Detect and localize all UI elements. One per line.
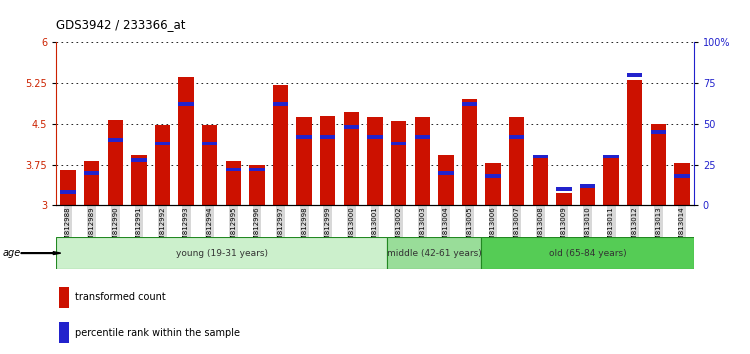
Bar [627,73,643,77]
Bar [651,130,666,134]
Bar [368,135,382,139]
Bar [107,138,123,142]
Bar [391,142,406,145]
Bar [391,121,406,205]
Bar [627,80,643,205]
Bar [296,118,312,205]
Bar [273,102,288,106]
Bar [651,124,666,205]
Bar [107,120,123,205]
Bar [509,118,524,205]
Bar [178,77,194,205]
Bar [226,167,241,171]
Bar [485,163,501,205]
Bar [438,155,454,205]
Bar [249,167,265,171]
Text: transformed count: transformed count [75,292,166,302]
Bar [485,174,501,178]
Bar [604,155,619,158]
Bar [202,125,217,205]
Text: young (19-31 years): young (19-31 years) [176,249,268,258]
Bar [415,135,430,139]
Bar [604,158,619,205]
Bar [509,135,524,139]
Bar [84,161,99,205]
Text: GDS3942 / 233366_at: GDS3942 / 233366_at [56,18,186,31]
Bar [202,142,217,145]
Bar [226,161,241,205]
Bar [296,135,312,139]
Bar [59,322,69,343]
Bar [154,142,170,145]
Bar [532,155,548,158]
Bar [368,118,382,205]
Text: old (65-84 years): old (65-84 years) [549,249,626,258]
Bar [131,158,146,162]
Text: percentile rank within the sample: percentile rank within the sample [75,328,240,338]
Bar [415,118,430,205]
Bar [556,187,572,191]
Bar [344,125,359,129]
Text: middle (42-61 years): middle (42-61 years) [387,249,482,258]
Bar [273,85,288,205]
Bar [59,287,69,308]
Bar [249,165,265,205]
FancyBboxPatch shape [387,237,481,269]
Bar [438,171,454,175]
Bar [556,193,572,205]
Bar [154,125,170,205]
Text: age: age [3,248,21,258]
Bar [462,102,477,106]
Bar [580,184,596,188]
FancyBboxPatch shape [482,237,694,269]
Bar [131,155,146,205]
FancyBboxPatch shape [56,237,386,269]
Bar [61,190,76,194]
Bar [674,174,689,178]
Bar [532,158,548,205]
Bar [462,99,477,205]
Bar [61,170,76,205]
Bar [674,163,689,205]
Bar [84,171,99,175]
Bar [320,135,335,139]
Bar [178,102,194,106]
Bar [344,112,359,205]
Bar [580,186,596,205]
Bar [320,116,335,205]
